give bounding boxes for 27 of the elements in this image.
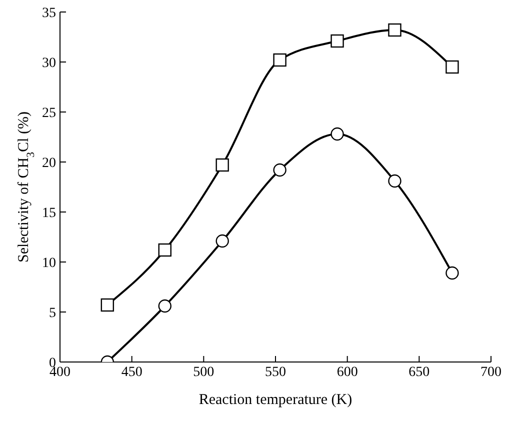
point [446, 60, 459, 74]
x-tick-label: 600 [336, 364, 358, 380]
y-tick-label: 20 [42, 156, 56, 171]
x-axis-title: Reaction temperature (K) [198, 392, 352, 408]
point [273, 53, 286, 67]
point [158, 243, 172, 257]
point [388, 174, 402, 188]
x-tick-label: 550 [265, 364, 286, 380]
point [388, 23, 402, 37]
point [158, 299, 172, 313]
point [330, 34, 344, 48]
y-tick-label: 10 [42, 256, 56, 271]
y-tick-label: 30 [42, 56, 56, 71]
x-tick-label: 700 [480, 364, 502, 380]
y-tick-label: 35 [42, 6, 56, 21]
point [273, 163, 286, 177]
y-tick-label: 15 [42, 206, 56, 221]
point [330, 127, 344, 141]
x-tick-label: 500 [193, 364, 214, 380]
x-tick-label: 650 [408, 364, 430, 380]
point [100, 298, 114, 312]
x-tick-label: 450 [121, 364, 142, 380]
point [216, 234, 229, 248]
y-tick-label: 25 [42, 106, 56, 121]
point [446, 266, 459, 280]
y-tick-label: 5 [49, 306, 56, 321]
point [216, 158, 229, 172]
